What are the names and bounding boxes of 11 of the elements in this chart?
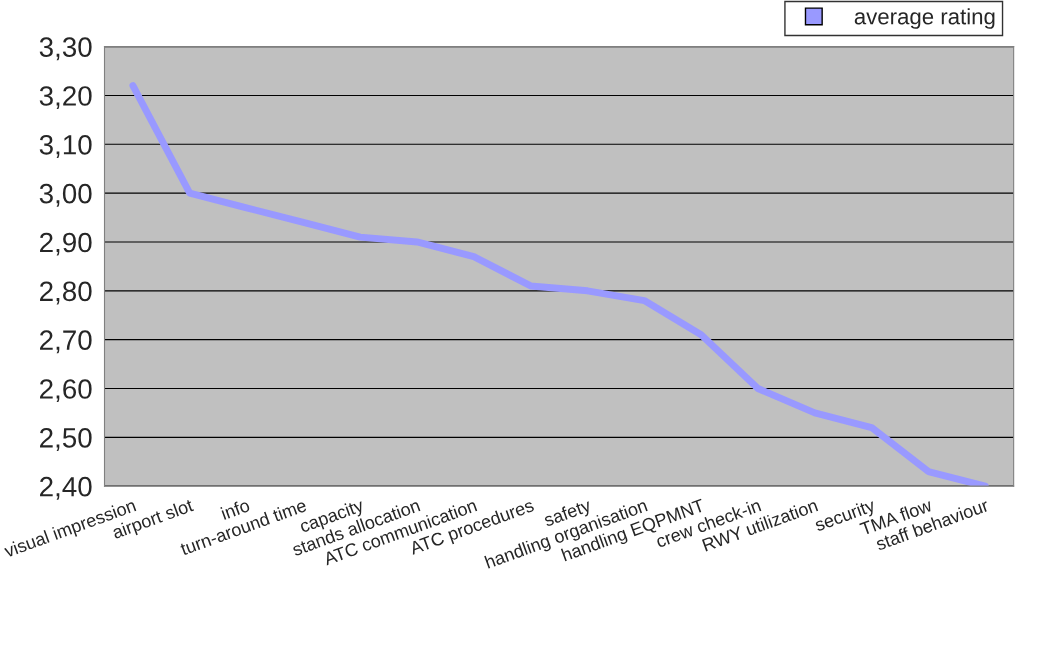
y-tick-label: 2,40 bbox=[40, 476, 92, 500]
y-tick-label: 3,00 bbox=[39, 183, 92, 207]
y-tick-label: 2,90 bbox=[40, 232, 92, 256]
legend-label: average rating bbox=[854, 8, 995, 29]
y-tick-label: 3,30 bbox=[39, 37, 92, 61]
y-tick-label: 2,80 bbox=[40, 281, 92, 305]
y-tick-label: 2,70 bbox=[40, 330, 92, 354]
y-tick-label: 3,10 bbox=[39, 134, 92, 158]
y-tick-label: 3,20 bbox=[39, 86, 92, 110]
y-tick-label: 2,60 bbox=[40, 379, 92, 403]
y-tick-label: 2,50 bbox=[40, 428, 92, 451]
